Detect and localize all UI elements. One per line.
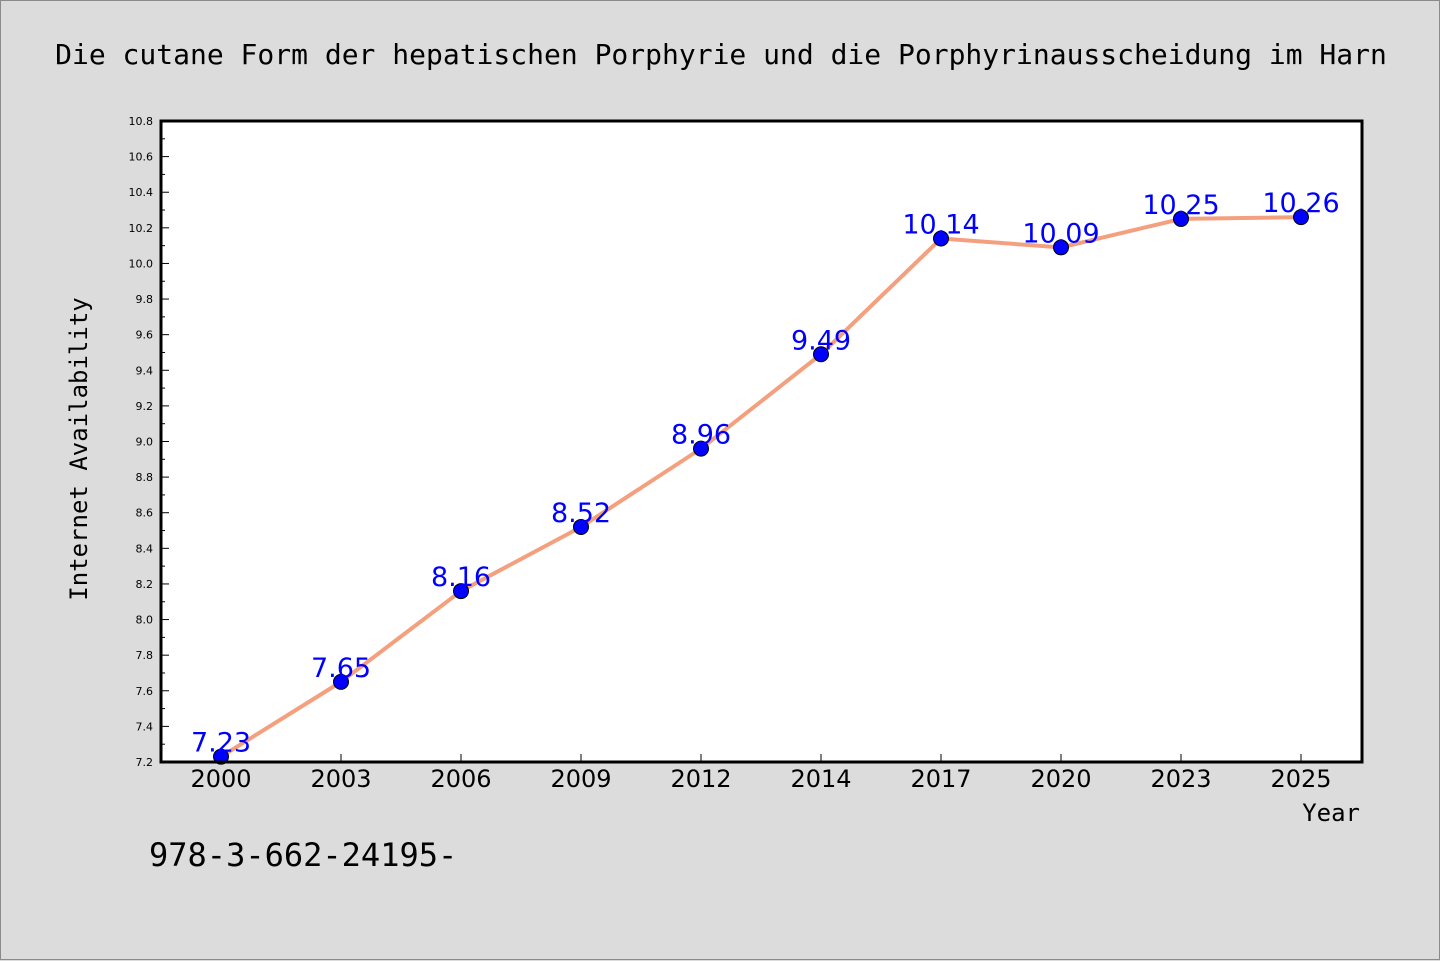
y-tick-label: 7.6 (136, 685, 154, 698)
y-tick-label: 8.2 (136, 578, 154, 591)
data-label: 10.09 (1022, 218, 1099, 249)
x-axis: 2000 2003 2006 2009 2012 2014 2017 2020 2023 2025 (190, 754, 1332, 793)
data-point (1053, 239, 1069, 256)
data-point (1293, 209, 1309, 226)
data-point (453, 583, 469, 600)
y-tick-label: 10.6 (129, 151, 154, 164)
x-tick-label: 2003 (310, 765, 371, 793)
x-tick-label: 2012 (670, 765, 731, 793)
y-tick-label: 8.4 (136, 542, 154, 555)
y-axis: 7.2 7.4 7.6 7.8 8.0 8.2 8.4 8.6 8.8 9.0 9.2 9.4 9.6 9… (129, 115, 169, 769)
data-markers (213, 209, 1309, 765)
data-point (573, 518, 589, 535)
y-tick-label: 9.4 (136, 364, 154, 377)
y-tick-label: 8.0 (136, 614, 154, 627)
x-tick-label: 2009 (550, 765, 611, 793)
data-point (333, 673, 349, 690)
data-point (1173, 210, 1189, 227)
y-tick-label: 9.8 (136, 293, 154, 306)
chart-title: Die cutane Form der hepatischen Porphyri… (55, 38, 1387, 71)
data-point (213, 748, 229, 765)
plot-area (161, 121, 1362, 762)
data-label: 8.52 (551, 498, 611, 529)
y-tick-label: 9.2 (136, 400, 154, 413)
data-point (933, 230, 949, 247)
y-tick-label: 10.4 (129, 186, 154, 199)
x-tick-label: 2006 (430, 765, 491, 793)
x-tick-label: 2025 (1270, 765, 1331, 793)
y-tick-label: 8.6 (136, 507, 154, 520)
data-label: 7.65 (311, 653, 371, 684)
data-point (693, 440, 709, 457)
y-tick-label: 8.8 (136, 471, 154, 484)
x-axis-label: Year (1302, 799, 1360, 827)
data-label: 8.96 (671, 420, 731, 451)
y-axis-label: Internet Availability (65, 297, 93, 600)
x-tick-label: 2017 (910, 765, 971, 793)
data-label: 9.49 (791, 325, 851, 356)
y-tick-label: 9.6 (136, 329, 154, 342)
data-label: 10.25 (1142, 190, 1219, 221)
data-label: 10.14 (902, 210, 979, 241)
x-tick-label: 2014 (790, 765, 851, 793)
data-label: 8.16 (431, 562, 491, 593)
x-tick-label: 2000 (190, 765, 251, 793)
y-tick-label: 7.4 (136, 720, 154, 733)
y-tick-label: 10.2 (129, 222, 154, 235)
y-tick-label: 7.2 (136, 756, 154, 769)
data-label: 10.26 (1262, 188, 1339, 219)
series-line (219, 215, 1303, 759)
data-point (813, 346, 829, 363)
data-labels: 7.23 7.65 8.16 8.52 8.96 9.49 10.14 10.09 10.25 1… (191, 188, 1340, 759)
data-label: 7.23 (191, 728, 251, 759)
plot-border (159, 119, 1364, 764)
y-tick-label: 9.0 (136, 436, 154, 449)
y-tick-label: 7.8 (136, 649, 154, 662)
y-tick-label: 10.0 (129, 257, 154, 270)
x-tick-label: 2023 (1150, 765, 1211, 793)
y-tick-label: 10.8 (129, 115, 154, 128)
x-tick-label: 2020 (1030, 765, 1091, 793)
footnote-isbn: 978-3-662-24195- (149, 836, 457, 874)
